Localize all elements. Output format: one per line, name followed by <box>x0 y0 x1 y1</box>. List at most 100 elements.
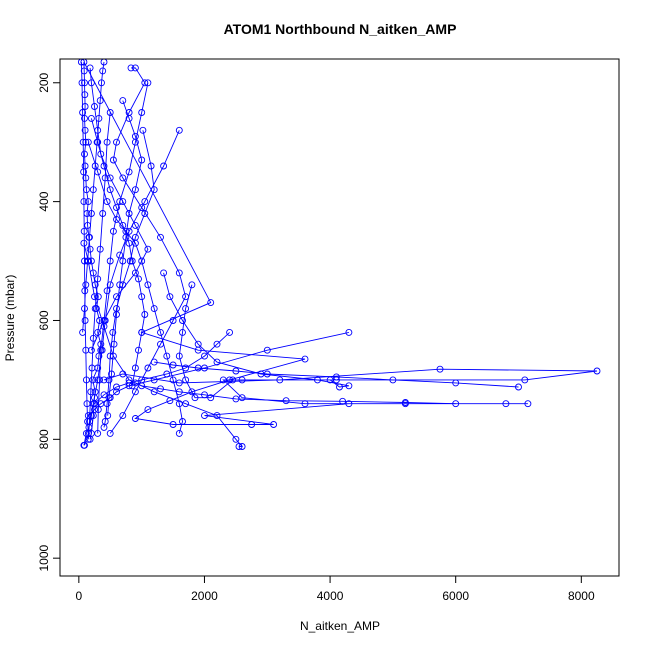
data-point <box>125 114 133 122</box>
data-point <box>99 210 107 217</box>
data-point <box>144 79 152 87</box>
data-point <box>201 412 208 420</box>
series-19 <box>87 114 149 390</box>
data-point <box>96 245 104 253</box>
data-point <box>213 358 221 366</box>
data-point <box>175 126 183 134</box>
data-point <box>138 156 146 164</box>
data-point <box>89 186 97 194</box>
data-point <box>138 328 146 336</box>
data-point <box>182 305 190 313</box>
data-point <box>113 383 120 391</box>
data-point <box>175 379 183 387</box>
series-16 <box>77 58 92 449</box>
data-point <box>80 198 88 206</box>
data-point <box>94 429 102 437</box>
x-tick-label: 6000 <box>442 589 469 603</box>
data-point <box>345 328 353 336</box>
data-point <box>229 376 237 384</box>
series-line <box>107 100 143 416</box>
data-point <box>270 421 278 428</box>
data-point <box>593 367 601 375</box>
data-point <box>80 67 88 75</box>
data-point <box>106 186 114 194</box>
series-1 <box>80 58 601 449</box>
data-point <box>436 365 444 373</box>
data-point <box>139 126 147 134</box>
data-point <box>502 400 510 408</box>
data-point <box>84 138 92 146</box>
data-point <box>201 352 208 360</box>
data-point <box>175 400 183 408</box>
x-tick-label: 0 <box>75 589 82 603</box>
data-point <box>401 399 409 406</box>
data-point <box>100 317 108 324</box>
data-point <box>521 376 529 384</box>
data-point <box>125 210 133 217</box>
data-point <box>175 352 183 360</box>
data-point <box>97 150 105 158</box>
data-point <box>86 233 93 241</box>
data-point <box>147 162 155 170</box>
series-layer <box>77 58 601 450</box>
series-line <box>83 61 598 446</box>
data-point <box>113 138 120 146</box>
data-point <box>452 400 460 408</box>
data-point <box>191 394 199 402</box>
data-point <box>339 397 347 405</box>
x-axis-label: N_aitken_AMP <box>300 619 380 633</box>
series-8 <box>79 58 108 336</box>
data-point <box>87 388 95 396</box>
data-point <box>332 373 340 381</box>
data-point <box>89 334 97 342</box>
data-point <box>515 383 522 391</box>
data-point <box>94 406 102 414</box>
data-point <box>84 418 92 425</box>
data-point <box>119 174 127 182</box>
data-point <box>150 186 158 194</box>
data-point <box>336 383 343 391</box>
data-point <box>78 79 86 87</box>
series-line <box>89 130 180 440</box>
data-point <box>86 245 94 253</box>
data-point <box>138 376 146 384</box>
y-tick-label: 600 <box>37 310 51 330</box>
series-line <box>87 142 183 434</box>
data-point <box>263 346 271 354</box>
series-14 <box>94 79 152 437</box>
data-point <box>160 269 168 277</box>
data-point <box>128 257 136 265</box>
x-tick-label: 4000 <box>317 589 344 603</box>
data-point <box>116 281 124 289</box>
data-point <box>125 239 133 247</box>
data-point <box>175 429 183 437</box>
data-point <box>194 364 202 372</box>
data-point <box>131 64 139 72</box>
data-point <box>135 275 142 283</box>
data-point <box>95 114 103 122</box>
data-point <box>232 435 240 443</box>
data-point <box>119 97 127 105</box>
data-point <box>282 397 290 405</box>
data-point <box>276 376 284 384</box>
data-point <box>213 412 221 420</box>
data-point <box>248 421 256 428</box>
data-point <box>103 198 111 206</box>
series-line <box>87 331 349 416</box>
data-point <box>94 275 102 283</box>
x-tick-label: 2000 <box>191 589 218 603</box>
data-point <box>119 412 127 420</box>
data-point <box>81 150 88 158</box>
data-point <box>131 186 139 194</box>
data-point <box>106 429 114 437</box>
data-point <box>301 355 309 363</box>
data-point <box>126 257 134 265</box>
data-point <box>131 388 139 396</box>
data-point <box>86 64 94 72</box>
data-point <box>226 328 234 336</box>
data-point <box>106 281 114 289</box>
data-point <box>82 174 90 182</box>
data-point <box>169 376 177 384</box>
data-point <box>113 204 120 212</box>
